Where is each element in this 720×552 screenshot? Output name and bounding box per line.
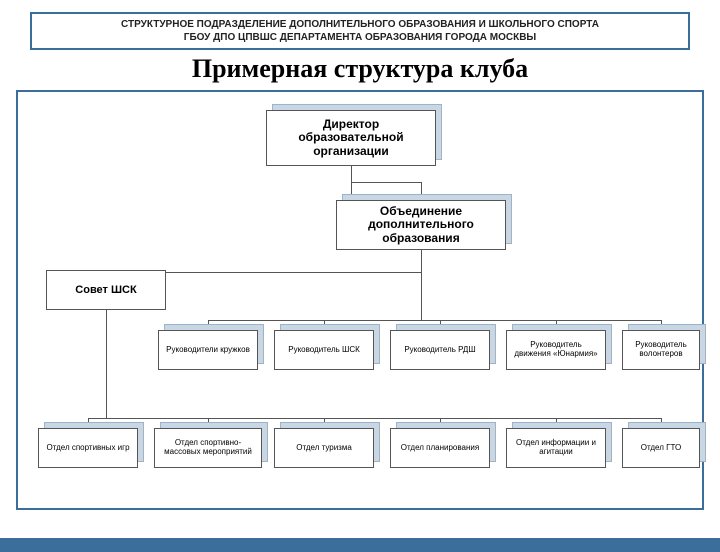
node-label: Отдел спортивных игр [46, 444, 129, 453]
node-label: Объединение дополнительного образования [341, 205, 501, 245]
node-label: Руководители кружков [166, 346, 250, 355]
node-label: Руководитель волонтеров [627, 341, 695, 359]
connector [421, 272, 422, 320]
node-director: Директор образовательной организации [266, 110, 436, 166]
node-label: Совет ШСК [75, 284, 136, 296]
node-council: Совет ШСК [46, 270, 166, 310]
node-r4: Руководитель движения «Юнармия» [506, 330, 606, 370]
node-label: Руководитель ШСК [288, 346, 360, 355]
node-d2: Отдел спортивно-массовых мероприятий [154, 428, 262, 468]
node-d6: Отдел ГТО [622, 428, 700, 468]
header-line2: ГБОУ ДПО ЦПВШС ДЕПАРТАМЕНТА ОБРАЗОВАНИЯ … [42, 31, 678, 44]
node-label: Отдел туризма [296, 444, 352, 453]
connector [351, 182, 421, 183]
connector [208, 320, 661, 321]
node-r1: Руководители кружков [158, 330, 258, 370]
node-d4: Отдел планирования [390, 428, 490, 468]
connector [106, 310, 107, 418]
header-line1: СТРУКТУРНОЕ ПОДРАЗДЕЛЕНИЕ ДОПОЛНИТЕЛЬНОГ… [42, 18, 678, 31]
node-r3: Руководитель РДШ [390, 330, 490, 370]
node-d1: Отдел спортивных игр [38, 428, 138, 468]
page-title: Примерная структура клуба [0, 54, 720, 84]
node-label: Руководитель движения «Юнармия» [511, 341, 601, 359]
node-label: Руководитель РДШ [404, 346, 475, 355]
connector [421, 250, 422, 272]
node-label: Отдел ГТО [641, 444, 681, 453]
footer-bar [0, 538, 720, 552]
node-union: Объединение дополнительного образования [336, 200, 506, 250]
node-label: Отдел планирования [401, 444, 479, 453]
header-box: СТРУКТУРНОЕ ПОДРАЗДЕЛЕНИЕ ДОПОЛНИТЕЛЬНОГ… [30, 12, 690, 50]
node-label: Отдел информации и агитации [511, 439, 601, 457]
node-r2: Руководитель ШСК [274, 330, 374, 370]
connector [88, 418, 661, 419]
node-d5: Отдел информации и агитации [506, 428, 606, 468]
node-r5: Руководитель волонтеров [622, 330, 700, 370]
org-chart: Директор образовательной организации Объе… [16, 90, 704, 510]
node-label: Директор образовательной организации [271, 118, 431, 158]
node-d3: Отдел туризма [274, 428, 374, 468]
node-label: Отдел спортивно-массовых мероприятий [159, 439, 257, 457]
